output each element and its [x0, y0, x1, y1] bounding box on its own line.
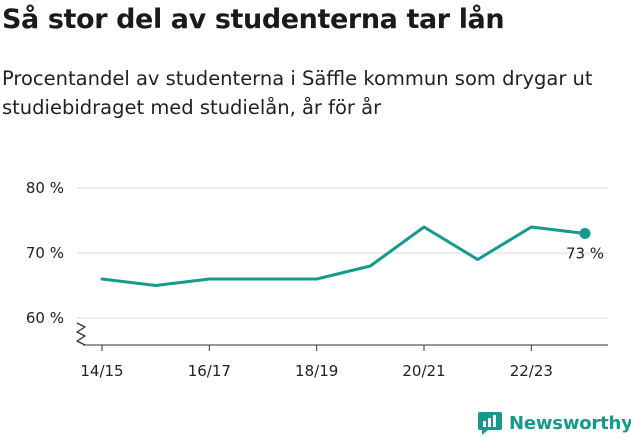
- y-tick-label: 70 %: [26, 244, 64, 262]
- data-points: [579, 228, 591, 239]
- newsworthy-logo: Newsworthy: [477, 408, 631, 438]
- axis-break-icon: [76, 322, 86, 346]
- x-tick-label: 16/17: [188, 362, 231, 380]
- series-line: [100, 225, 587, 287]
- y-tick-label: 80 %: [26, 179, 64, 197]
- y-axis-ticks: 60 % 70 % 80 %: [26, 179, 64, 327]
- last-data-point: [579, 228, 591, 239]
- x-axis-ticks: 14/15 16/17 18/19 20/21 22/23: [80, 345, 553, 380]
- gridlines: [77, 187, 608, 319]
- y-tick-label: 60 %: [26, 309, 64, 327]
- line-chart: 60 % 70 % 80 % 14/15 16/17 18/19 20/21 22/23 7…: [26, 179, 608, 380]
- chart-subtitle: Procentandel av studenterna i Säffle kom…: [2, 67, 593, 119]
- x-tick-label: 22/23: [510, 362, 553, 380]
- brand-name: Newsworthy: [509, 412, 631, 434]
- last-value-label: 73 %: [566, 245, 604, 263]
- x-tick-label: 14/15: [80, 362, 123, 380]
- chart-title: Så stor del av studenterna tar lån: [2, 4, 505, 35]
- x-tick-label: 20/21: [402, 362, 445, 380]
- newsworthy-logo-icon: [478, 412, 502, 435]
- x-tick-label: 18/19: [295, 362, 338, 380]
